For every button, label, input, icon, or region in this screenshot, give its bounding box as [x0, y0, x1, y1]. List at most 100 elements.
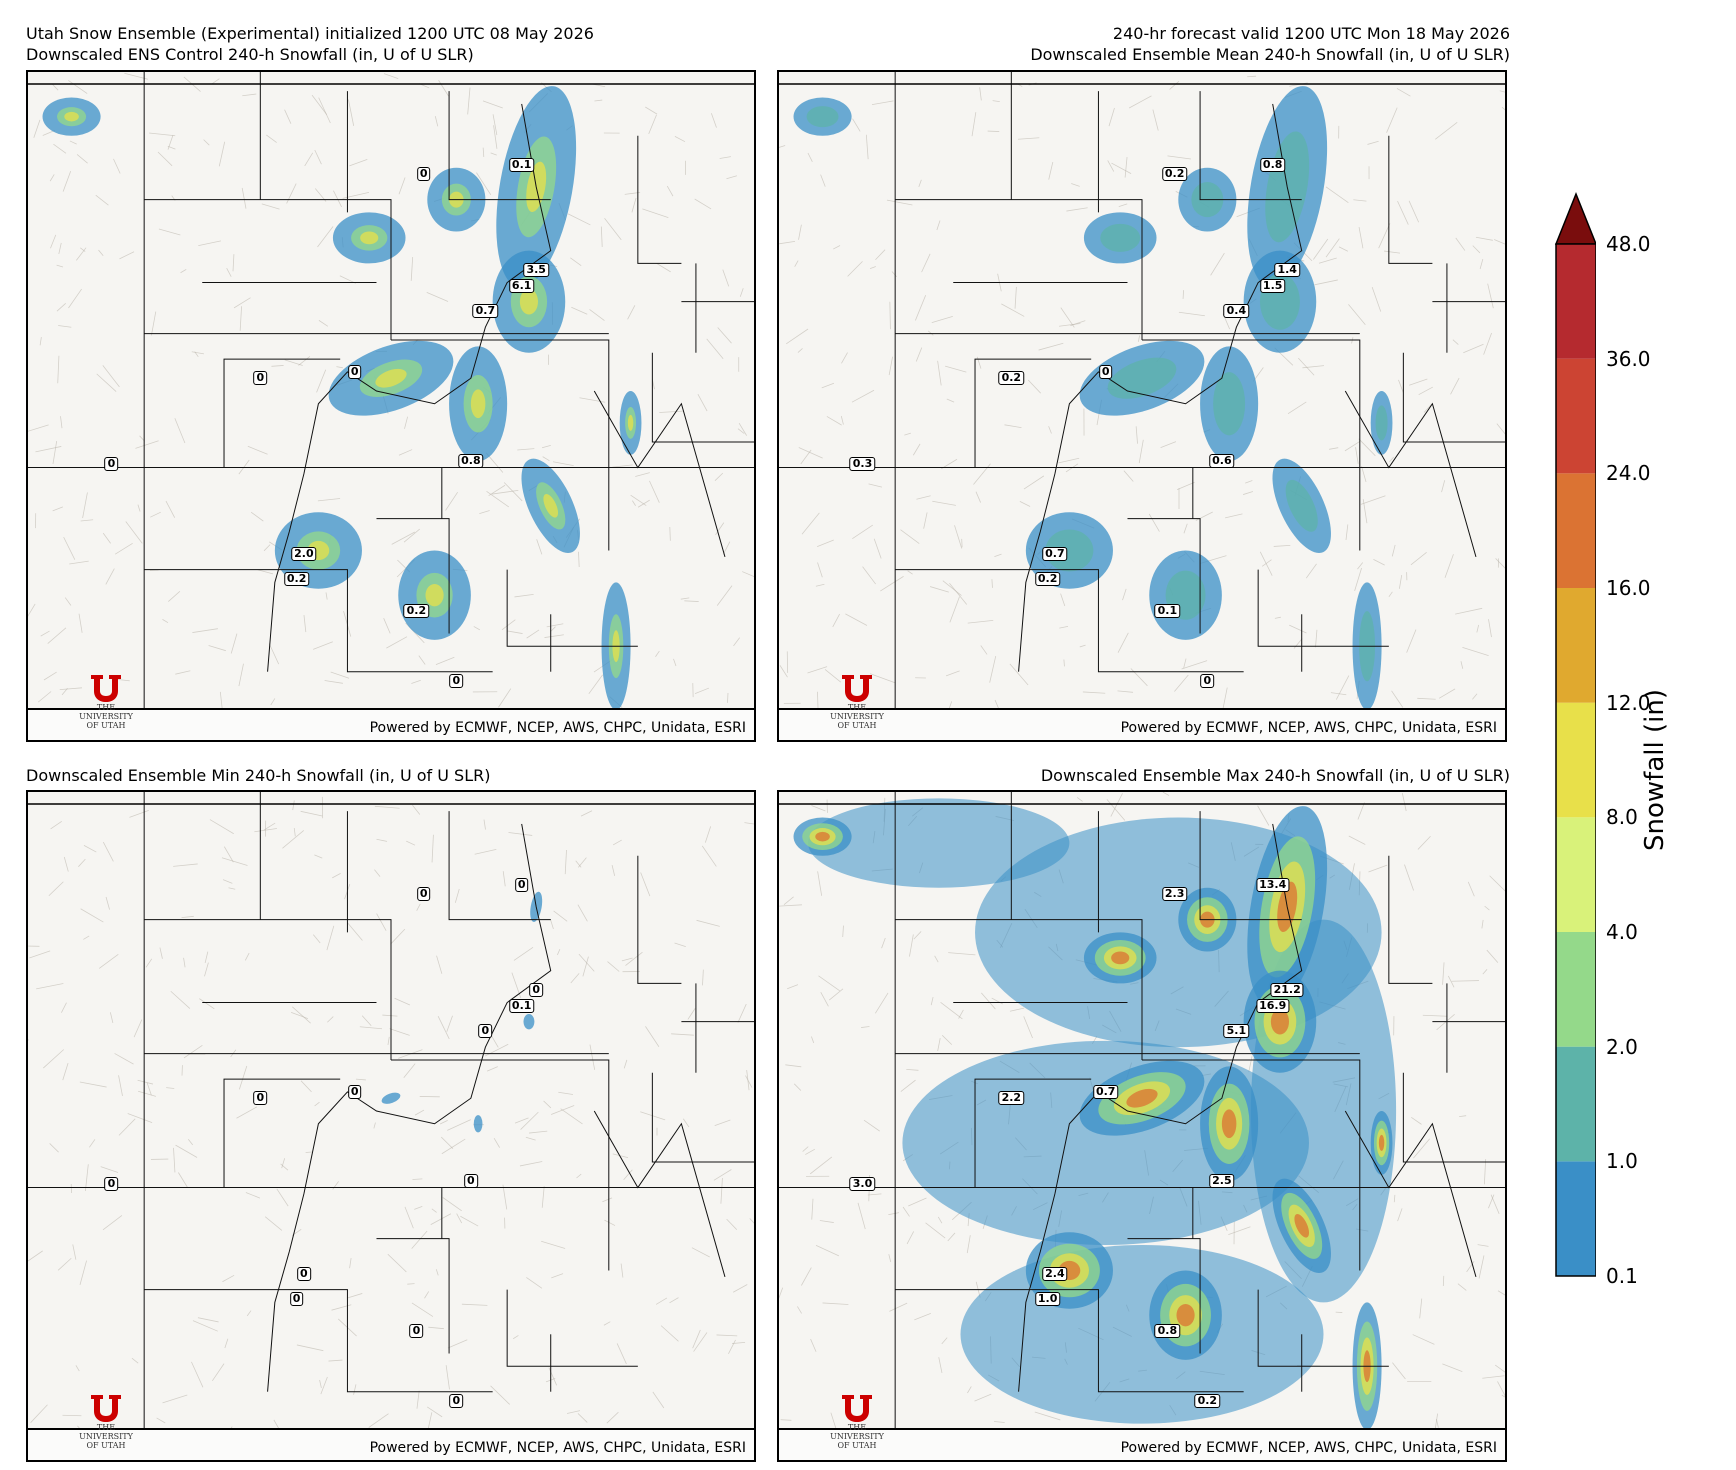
- terrain-hachure: [1354, 567, 1362, 591]
- terrain-hachure: [694, 687, 710, 695]
- terrain-hachure: [713, 1169, 732, 1181]
- terrain-hachure: [47, 627, 67, 644]
- terrain-hachure: [868, 483, 883, 488]
- point-value-label: 0: [478, 1024, 493, 1039]
- terrain-hachure: [1107, 160, 1115, 172]
- terrain-hachure: [888, 1212, 900, 1216]
- terrain-hachure: [1289, 624, 1307, 634]
- terrain-hachure: [645, 106, 658, 115]
- point-value-label: 0.8: [1259, 157, 1286, 172]
- terrain-hachure: [203, 139, 210, 146]
- terrain-hachure: [1479, 258, 1484, 270]
- terrain-hachure: [801, 1267, 812, 1286]
- terrain-hachure: [966, 1235, 971, 1254]
- terrain-hachure: [72, 1244, 77, 1260]
- terrain-hachure: [118, 1118, 136, 1136]
- county-boundary: [144, 919, 392, 1060]
- colorbar-tick-label: 16.0: [1606, 576, 1651, 600]
- point-value-label: 0.6: [1209, 454, 1235, 469]
- terrain-hachure: [722, 269, 730, 287]
- terrain-hachure: [779, 241, 796, 245]
- terrain-hachure: [1302, 365, 1325, 369]
- terrain-hachure: [815, 1245, 840, 1257]
- county-boundary: [651, 352, 754, 443]
- terrain-hachure: [1451, 980, 1479, 982]
- terrain-hachure: [716, 585, 733, 606]
- terrain-hachure: [403, 528, 420, 543]
- terrain-hachure: [492, 114, 498, 136]
- logo-text: THE: [96, 1423, 116, 1432]
- data-credit: Powered by ECMWF, NCEP, AWS, CHPC, Unida…: [369, 1440, 746, 1456]
- terrain-hachure: [1488, 1194, 1495, 1209]
- terrain-hachure: [60, 416, 63, 429]
- terrain-hachure: [869, 673, 896, 684]
- colorbar-tick-label: 8.0: [1606, 805, 1638, 830]
- basin-boundary: [1018, 103, 1303, 672]
- terrain-hachure: [1462, 647, 1489, 657]
- snow-band: [1111, 951, 1130, 965]
- terrain-hachure: [1178, 311, 1205, 317]
- terrain-hachure: [431, 834, 434, 863]
- terrain-hachure: [129, 810, 149, 818]
- terrain-hachure: [1410, 551, 1427, 566]
- terrain-hachure: [238, 663, 244, 687]
- snow-band: [1294, 1214, 1310, 1238]
- terrain-hachure: [847, 261, 863, 277]
- terrain-hachure: [666, 185, 674, 197]
- terrain-hachure: [404, 416, 408, 429]
- terrain-hachure: [726, 175, 738, 180]
- terrain-hachure: [439, 1119, 448, 1125]
- terrain-hachure: [1122, 588, 1127, 601]
- terrain-hachure: [1447, 975, 1455, 988]
- point-value-label: 2.5: [1209, 1174, 1235, 1189]
- terrain-hachure: [508, 832, 533, 836]
- terrain-hachure: [403, 1063, 416, 1079]
- terrain-hachure: [502, 1184, 508, 1210]
- terrain-hachure: [874, 992, 889, 1014]
- terrain-hachure: [347, 922, 363, 941]
- terrain-hachure: [198, 240, 222, 246]
- terrain-hachure: [726, 1218, 738, 1230]
- terrain-hachure: [376, 913, 387, 931]
- terrain-hachure: [697, 393, 708, 412]
- terrain-hachure: [716, 1334, 738, 1337]
- point-value-label: 0.4: [1223, 304, 1250, 319]
- terrain-hachure: [436, 955, 443, 974]
- terrain-hachure: [1497, 1381, 1505, 1397]
- university-of-utah-logo: THE UNIVERSITY OF UTAH: [809, 1393, 905, 1450]
- terrain-hachure: [1378, 223, 1391, 249]
- point-value-label: 0.2: [403, 604, 430, 619]
- terrain-hachure: [706, 338, 724, 359]
- terrain-hachure: [669, 526, 671, 541]
- terrain-hachure: [546, 623, 564, 628]
- terrain-hachure: [841, 352, 848, 364]
- snow-band: [519, 288, 539, 315]
- terrain-hachure: [159, 947, 163, 959]
- logo-text: OF UTAH: [86, 721, 126, 730]
- terrain-hachure: [567, 213, 591, 226]
- terrain-hachure: [915, 295, 927, 321]
- terrain-hachure: [627, 305, 636, 320]
- terrain-hachure: [649, 480, 660, 503]
- terrain-hachure: [832, 613, 840, 628]
- terrain-hachure: [181, 915, 194, 918]
- terrain-hachure: [1014, 286, 1017, 309]
- terrain-hachure: [578, 551, 580, 568]
- terrain-hachure: [390, 928, 406, 945]
- basin-boundary: [1018, 823, 1303, 1392]
- terrain-hachure: [937, 360, 942, 386]
- terrain-hachure: [671, 1033, 694, 1036]
- terrain-hachure: [1357, 802, 1365, 820]
- terrain-hachure: [588, 674, 604, 695]
- terrain-hachure: [33, 119, 41, 138]
- colorbar: [1554, 191, 1596, 1277]
- terrain-hachure: [411, 1230, 428, 1249]
- terrain-hachure: [83, 845, 97, 853]
- point-value-label: 0.2: [1161, 167, 1188, 182]
- terrain-hachure: [810, 1338, 817, 1352]
- terrain-hachure: [904, 432, 911, 436]
- terrain-hachure: [881, 937, 886, 949]
- terrain-hachure: [165, 500, 176, 518]
- terrain-hachure: [625, 951, 643, 966]
- terrain-hachure: [993, 1421, 1005, 1423]
